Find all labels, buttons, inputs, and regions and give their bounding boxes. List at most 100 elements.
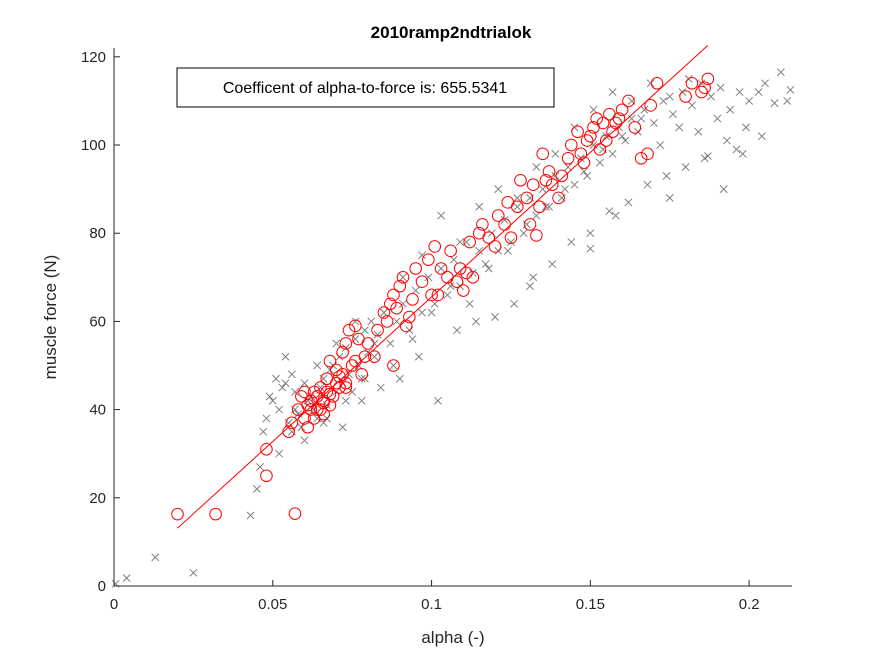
cross-point	[624, 198, 633, 207]
cross-point	[719, 185, 728, 194]
circle-point	[574, 147, 588, 161]
cross-point	[605, 207, 614, 216]
circle-point	[650, 76, 664, 90]
cross-point	[681, 163, 690, 172]
circle-point	[425, 288, 438, 302]
circle-point	[260, 469, 273, 483]
circle-point	[679, 90, 692, 103]
circle-point	[555, 169, 569, 183]
circle-point	[345, 359, 359, 372]
y-ticks: 0 20 40 60 80 100 120	[81, 49, 120, 595]
cross-point	[389, 361, 398, 370]
cross-point	[526, 282, 534, 291]
cross-point	[640, 105, 649, 114]
cross-point	[608, 149, 617, 158]
x-tick-label: 0.1	[421, 596, 442, 613]
cross-point	[541, 202, 550, 211]
cross-point	[427, 308, 436, 317]
cross-point	[370, 352, 379, 361]
cross-point	[373, 330, 382, 339]
circle-point	[444, 244, 457, 258]
circle-point	[599, 134, 613, 147]
cross-point	[602, 132, 611, 141]
cross-point	[399, 299, 407, 308]
cross-point	[726, 105, 735, 114]
circle-point	[523, 218, 537, 231]
circle-point	[577, 156, 591, 169]
cross-point	[665, 92, 674, 101]
cross-point	[475, 246, 484, 255]
x-tick-label: 0	[110, 596, 118, 613]
cross-point	[348, 388, 357, 396]
cross-point	[484, 264, 493, 273]
cross-point	[545, 202, 554, 211]
circle-point	[561, 151, 575, 165]
circle-point	[584, 129, 597, 143]
circle-point	[371, 323, 384, 337]
cross-point	[732, 145, 741, 154]
cross-point	[551, 149, 560, 158]
y-tick-label: 60	[89, 313, 106, 330]
circle-point	[285, 416, 299, 430]
circle-point	[514, 173, 527, 187]
circle-point	[552, 191, 565, 205]
cross-point	[256, 462, 265, 471]
circle-point	[571, 125, 584, 139]
cross-point	[313, 361, 322, 370]
cross-point	[433, 396, 442, 405]
cross-point	[414, 352, 423, 361]
circle-point	[504, 231, 518, 244]
cross-point	[262, 414, 271, 423]
circle-point	[545, 178, 559, 192]
cross-point	[418, 308, 426, 317]
cross-point	[757, 132, 766, 141]
circle-point	[393, 279, 407, 293]
circle-point	[396, 271, 410, 284]
cross-point	[637, 114, 646, 123]
y-tick-label: 80	[89, 225, 106, 242]
cross-point	[252, 485, 261, 493]
circle-point	[317, 396, 330, 410]
cross-point	[370, 339, 379, 348]
cross-point	[300, 436, 309, 445]
circle-point	[533, 200, 546, 214]
circle-point	[428, 240, 442, 253]
cross-point	[367, 317, 376, 326]
y-tick-label: 0	[98, 578, 106, 595]
x-tick-label: 0.05	[258, 596, 287, 613]
cross-point	[668, 110, 677, 119]
plot-area	[111, 45, 795, 588]
cross-point	[259, 427, 268, 436]
circle-point	[488, 240, 502, 253]
circle-point	[349, 319, 362, 333]
cross-point	[392, 317, 401, 326]
y-tick-label: 20	[89, 490, 106, 507]
cross-point	[386, 339, 395, 348]
cross-point	[611, 211, 620, 220]
circle-point	[596, 116, 610, 130]
cross-point	[519, 229, 528, 238]
circle-point	[380, 315, 394, 328]
annotation-frame	[176, 67, 555, 108]
cross-point	[395, 374, 404, 383]
cross-point	[503, 246, 512, 255]
circle-point	[342, 323, 356, 337]
cross-point	[659, 96, 668, 105]
cross-point	[287, 370, 296, 379]
circle-point	[622, 94, 635, 108]
circle-point	[422, 253, 435, 266]
cross-point	[246, 511, 255, 520]
circle-point	[590, 112, 603, 125]
circle-point	[431, 288, 445, 302]
cross-point	[399, 273, 407, 282]
cross-point	[297, 423, 306, 432]
cross-point	[770, 99, 779, 108]
cross-point	[357, 396, 366, 405]
circle-point	[476, 218, 489, 231]
cross-point	[319, 418, 328, 427]
cross-point	[700, 154, 709, 163]
cross-point	[643, 180, 652, 189]
x-tick-label: 0.15	[576, 596, 605, 613]
circle-point	[387, 359, 400, 372]
cross-point	[376, 383, 385, 392]
